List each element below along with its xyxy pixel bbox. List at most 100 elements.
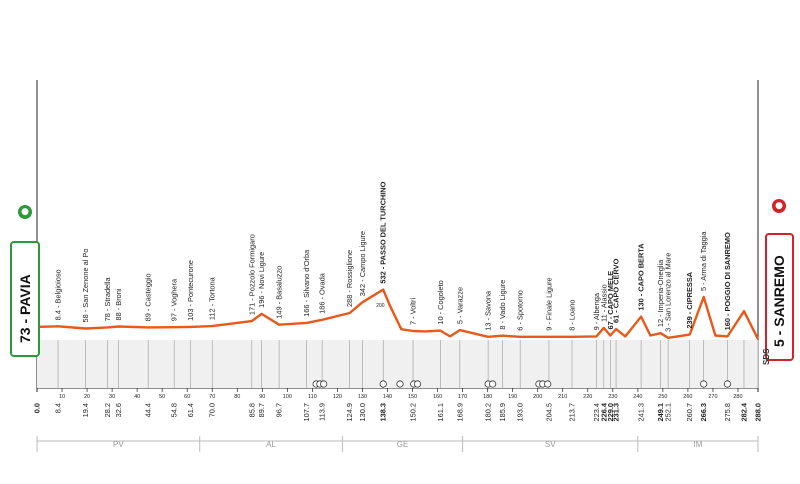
km-label: 282.4 [739, 402, 748, 421]
km-tick-label: 260 [683, 394, 692, 400]
stage-marker-icon [379, 380, 387, 388]
km-label: 168.9 [455, 403, 464, 422]
km-tick-label: 30 [109, 394, 115, 400]
stage-marker-icon [413, 380, 422, 388]
km-tick-label: 110 [308, 394, 317, 400]
km-tick-label: 180 [483, 394, 492, 400]
place-label: 78 - Stradella [103, 277, 112, 322]
km-label: 32.6 [114, 403, 123, 417]
place-label: 196 - Novi Ligure [257, 252, 266, 308]
km-label: 0.0 [33, 403, 42, 413]
km-tick-label: 120 [333, 394, 342, 400]
place-label: 103 - Pontecurone [186, 260, 195, 321]
km-label: 124.9 [345, 403, 354, 422]
km-tick-label: 160 [433, 394, 442, 400]
km-tick-label: 240 [633, 394, 642, 400]
elevation-scale-label: 200 [376, 303, 385, 309]
stage-marker-icon [700, 380, 708, 388]
km-tick-label: 40 [134, 394, 140, 400]
km-label: 252.1 [664, 403, 673, 422]
km-tick-label: 100 [283, 394, 292, 400]
place-label: 5 - Varazze [455, 287, 464, 324]
place-label: 186 - Ovada [318, 272, 327, 314]
km-label: 150.2 [409, 403, 418, 422]
place-label: 61 - CAPO CERVO [612, 258, 621, 323]
km-label: 288.0 [754, 403, 763, 422]
km-label: 61.4 [186, 403, 195, 417]
km-label: 266.3 [699, 403, 708, 422]
place-label: 288 - Rossiglione [345, 250, 354, 307]
km-label: 44.4 [144, 403, 153, 417]
place-label: 89 - Casteggio [144, 273, 153, 321]
region-label: IM [693, 440, 702, 449]
km-label: 19.4 [81, 403, 90, 417]
km-tick-label: 60 [184, 394, 190, 400]
km-label: 8.4 [54, 403, 63, 413]
stage-marker-icon [489, 380, 497, 388]
km-tick-label: 10 [59, 394, 65, 400]
place-label: 88 - Broni [114, 288, 123, 320]
km-tick-label: 190 [508, 394, 517, 400]
region-label: GE [397, 440, 409, 449]
km-tick-label: 80 [234, 394, 240, 400]
km-label: 204.5 [544, 403, 553, 422]
place-label: 171 - Pozzolo Formigaro [247, 234, 256, 315]
km-tick-label: 250 [658, 394, 667, 400]
place-label: 532 - PASSO DEL TURCHINO [379, 181, 388, 283]
place-label: 160 - POGGIO DI SANREMO [723, 232, 732, 330]
place-label: 97 - Voghera [170, 278, 179, 321]
km-label: 96.7 [275, 403, 284, 417]
stage-marker-icon [320, 380, 328, 388]
km-tick-label: 130 [358, 394, 367, 400]
stage-marker-icon [544, 380, 552, 388]
place-label: 8.4 - Belgioioso [54, 269, 63, 320]
elevation-line [36, 288, 760, 340]
km-label: 130.0 [358, 403, 367, 422]
km-label: 241.3 [637, 403, 646, 422]
km-tick-label: 200 [533, 394, 542, 400]
sds-label: SDS [762, 348, 771, 365]
km-tick-label: 50 [159, 394, 165, 400]
km-tick-label: 70 [209, 394, 215, 400]
km-label: 185.9 [498, 403, 507, 422]
place-label: 112 - Tortona [208, 276, 217, 320]
finish-town-label: 5 - SANREMO [771, 255, 787, 347]
start-town-box: 73 - PAVIA ● [10, 205, 40, 357]
km-tick-label: 210 [558, 394, 567, 400]
place-label: 67 - CAPO MELE [606, 271, 615, 330]
place-label: 3 - San Lorenzo al Mare [664, 253, 673, 332]
place-label: 342 - Campo Ligure [358, 231, 367, 296]
stage-marker-icon [396, 380, 404, 388]
km-tick-label: 90 [259, 394, 265, 400]
km-label: 161.1 [436, 403, 445, 422]
place-label: 239 - CIPRESSA [685, 271, 694, 328]
region-label: PV [113, 440, 124, 449]
km-label: 260.7 [685, 403, 694, 422]
km-label: 226.4 [599, 402, 608, 421]
km-label: 229.0 [606, 403, 615, 422]
place-label: 11 - Alassio [599, 284, 608, 322]
km-label: 249.1 [656, 403, 665, 422]
place-label: 166 - Silvano d'Orba [302, 249, 311, 317]
km-tick-label: 170 [458, 394, 467, 400]
km-tick-label: 230 [608, 394, 617, 400]
km-label: 113.9 [318, 403, 327, 421]
place-label: 5 - Arma di Taggia [699, 231, 708, 291]
place-label: 9 - Albenga [592, 292, 601, 330]
place-label: 7 - Voltri [409, 298, 418, 325]
place-label: 10 - Cogoleto [436, 280, 445, 324]
km-label: 193.0 [516, 403, 525, 422]
bicycle-icon: ● [18, 205, 32, 219]
km-label: 89.7 [257, 403, 266, 417]
km-label: 180.2 [484, 403, 493, 422]
km-label: 28.2 [103, 403, 112, 417]
km-label: 54.8 [170, 403, 179, 417]
km-label: 138.3 [379, 403, 388, 422]
km-label: 231.3 [612, 403, 621, 422]
km-label: 70.0 [208, 403, 217, 417]
place-label: 58 - San Zenone al Po [81, 249, 90, 323]
bicycle-icon: ● [772, 199, 786, 213]
km-tick-label: 20 [84, 394, 90, 400]
km-tick-label: 220 [583, 394, 592, 400]
